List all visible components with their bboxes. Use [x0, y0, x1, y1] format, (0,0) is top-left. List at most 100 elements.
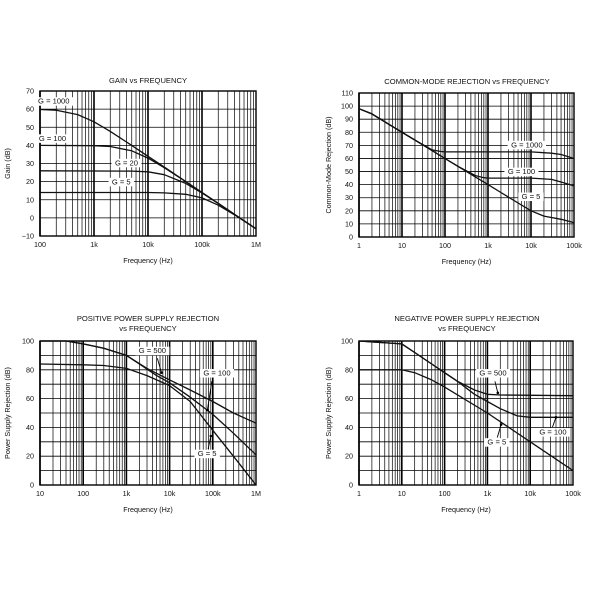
- y-tick-label: 60: [26, 394, 34, 403]
- series-label: G = 1000: [38, 97, 69, 106]
- annotation-arrow: [551, 417, 557, 428]
- y-tick-label: 40: [26, 141, 34, 150]
- y-tick-label: 0: [349, 481, 353, 490]
- x-axis-label: Frequency (Hz): [442, 257, 492, 266]
- annotation-arrowhead: [209, 434, 213, 438]
- x-tick-label: 100k: [566, 241, 582, 250]
- y-tick-label: 90: [345, 115, 353, 124]
- x-tick-label: 1k: [484, 489, 492, 498]
- series-line-g1000: [358, 108, 575, 160]
- annotation-bg: [475, 369, 511, 378]
- y-tick-label: 60: [26, 105, 34, 114]
- plot-frame: [39, 90, 257, 237]
- x-tick-label: 1M: [251, 489, 261, 498]
- annotation-arrowhead: [499, 423, 503, 426]
- chart-title: COMMON-MODE REJECTION vs FREQUENCY: [384, 77, 549, 86]
- series-label: G = 1000: [511, 140, 542, 149]
- annotation-bg: [194, 449, 220, 459]
- y-tick-label: 0: [30, 213, 34, 222]
- x-tick-label: 100: [439, 489, 451, 498]
- plot-frame: [358, 340, 574, 486]
- series-label: G = 500: [479, 369, 506, 378]
- x-tick-label: 1: [357, 241, 361, 250]
- x-tick-label: 10k: [524, 489, 536, 498]
- x-tick-label: 1k: [90, 240, 98, 249]
- x-tick-label: 1: [357, 489, 361, 498]
- annotation-bg: [484, 438, 510, 447]
- annotation-arrow: [494, 381, 499, 393]
- annotation-bg: [111, 158, 142, 168]
- y-axis-label: Power Supply Rejection (dB): [324, 367, 333, 459]
- series-label: G = 5: [112, 177, 131, 186]
- series-line-g5: [39, 363, 257, 486]
- y-tick-label: 80: [345, 128, 353, 137]
- x-tick-label: 100k: [205, 489, 221, 498]
- x-tick-label: 10k: [164, 489, 176, 498]
- x-tick-label: 100: [77, 489, 89, 498]
- x-tick-label: 1k: [123, 489, 131, 498]
- x-tick-label: 100k: [194, 240, 210, 249]
- x-tick-label: 10: [398, 241, 406, 250]
- y-tick-label: 0: [349, 233, 353, 242]
- chart-title: GAIN vs FREQUENCY: [109, 76, 187, 85]
- x-tick-label: 10k: [525, 241, 537, 250]
- y-tick-label: 100: [341, 102, 353, 111]
- plot-frame: [358, 92, 575, 238]
- x-tick-label: 1k: [484, 241, 492, 250]
- annotation-bg: [518, 192, 544, 202]
- y-tick-label: 20: [345, 206, 353, 215]
- series-label: G = 100: [203, 369, 230, 378]
- annotation-bg: [504, 167, 539, 177]
- y-axis-label: Power Supply Rejection (dB): [3, 367, 12, 459]
- annotation-arrow: [207, 435, 212, 450]
- series-label: G = 100: [539, 428, 566, 437]
- series-label: G = 5: [198, 449, 217, 458]
- series-line-g5: [358, 108, 575, 224]
- chart-title: POSITIVE POWER SUPPLY REJECTION: [77, 314, 219, 323]
- y-tick-label: 40: [345, 180, 353, 189]
- y-tick-label: 70: [26, 87, 34, 96]
- plot-frame: [39, 340, 257, 486]
- annotation-bg: [135, 346, 170, 356]
- y-tick-label: 20: [26, 177, 34, 186]
- annotation-arrowhead: [206, 408, 209, 412]
- annotation-bg: [199, 369, 235, 378]
- series-label: G = 5: [487, 438, 506, 447]
- y-axis-label: Gain (dB): [3, 148, 12, 179]
- annotation-arrowhead: [496, 391, 500, 395]
- x-tick-label: 10: [36, 489, 44, 498]
- series-label: G = 20: [115, 158, 138, 167]
- x-axis-label: Frequency (Hz): [123, 256, 173, 265]
- y-tick-label: 40: [26, 423, 34, 432]
- annotation-bg: [35, 134, 70, 143]
- x-tick-label: 10k: [142, 240, 154, 249]
- annotation-bg: [108, 177, 135, 187]
- annotation-arrow: [156, 358, 162, 373]
- y-tick-label: 50: [26, 123, 34, 132]
- y-tick-label: 110: [342, 89, 353, 98]
- y-tick-label: 60: [345, 394, 353, 403]
- annotation-bg: [34, 97, 73, 106]
- x-tick-label: 10: [398, 489, 406, 498]
- x-tick-label: 100k: [565, 489, 581, 498]
- y-tick-label: 70: [345, 141, 353, 150]
- annotation-bg: [507, 140, 547, 150]
- annotation-arrow: [496, 424, 502, 438]
- y-tick-label: 20: [345, 452, 353, 461]
- series-label: G = 5: [522, 192, 541, 201]
- chart-title: vs FREQUENCY: [119, 324, 176, 333]
- series-line-g5: [359, 369, 574, 472]
- chart-title: NEGATIVE POWER SUPPLY REJECTION: [394, 314, 539, 323]
- x-tick-label: 1M: [251, 240, 261, 249]
- series-label: G = 100: [39, 134, 66, 143]
- y-axis-label: Common-Mode Rejection (dB): [324, 116, 333, 213]
- y-tick-label: 50: [345, 167, 353, 176]
- y-tick-label: 80: [345, 365, 353, 374]
- y-tick-label: 10: [26, 195, 34, 204]
- x-axis-label: Frequency (Hz): [441, 505, 491, 514]
- y-tick-label: 30: [26, 159, 34, 168]
